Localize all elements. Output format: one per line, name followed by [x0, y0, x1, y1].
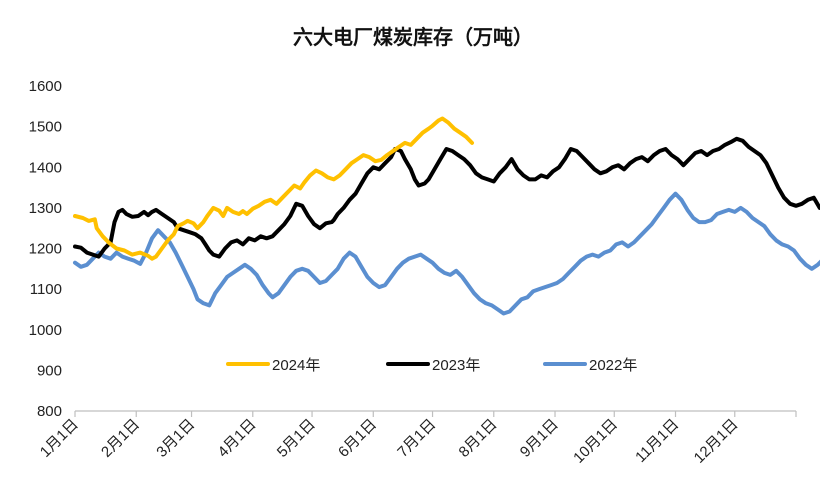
x-tick-label: 3月1日 — [153, 416, 198, 461]
x-tick-label: 12月1日 — [691, 416, 742, 467]
x-tick-label: 9月1日 — [517, 416, 562, 461]
chart-title: 六大电厂煤炭库存（万吨） — [293, 25, 533, 49]
y-tick-label: 1100 — [30, 281, 62, 298]
y-tick-label: 900 — [37, 362, 62, 379]
y-tick-label: 1300 — [29, 200, 62, 217]
y-tick-label: 1600 — [29, 78, 62, 95]
x-tick-label: 10月1日 — [570, 416, 621, 467]
x-tick-label: 8月1日 — [456, 416, 501, 461]
x-tick-label: 6月1日 — [335, 416, 380, 461]
legend-label: 2024年 — [272, 357, 320, 374]
legend-label: 2022年 — [589, 357, 637, 374]
x-tick-label: 1月1日 — [37, 416, 82, 461]
x-tick-label: 4月1日 — [215, 416, 260, 461]
x-axis: 1月1日 2月1日 3月1日 4月1日 5月1日 6月1日 7月1日 8月1日 9月1日 10月1… — [37, 410, 797, 467]
legend: 2024年 2023年 2022年 — [226, 357, 637, 374]
series-line-2023年 — [73, 136, 820, 259]
x-tick-label: 5月1日 — [274, 416, 319, 461]
series-line-2024年 — [73, 116, 474, 261]
x-tick-label: 7月1日 — [394, 416, 439, 461]
series-line-2022年 — [73, 191, 820, 316]
y-axis: 800 900 1000 1100 1200 1300 1400 1500 1600 — [29, 78, 62, 420]
y-tick-label: 1500 — [29, 119, 62, 136]
y-tick-label: 1400 — [29, 159, 62, 176]
legend-label: 2023年 — [432, 357, 480, 374]
x-tick-label: 11月1日 — [632, 416, 682, 466]
y-tick-label: 1000 — [29, 322, 62, 339]
y-tick-label: 1200 — [29, 241, 62, 258]
plot-area — [73, 116, 820, 316]
x-tick-label: 2月1日 — [98, 416, 143, 461]
y-tick-label: 800 — [37, 403, 62, 420]
